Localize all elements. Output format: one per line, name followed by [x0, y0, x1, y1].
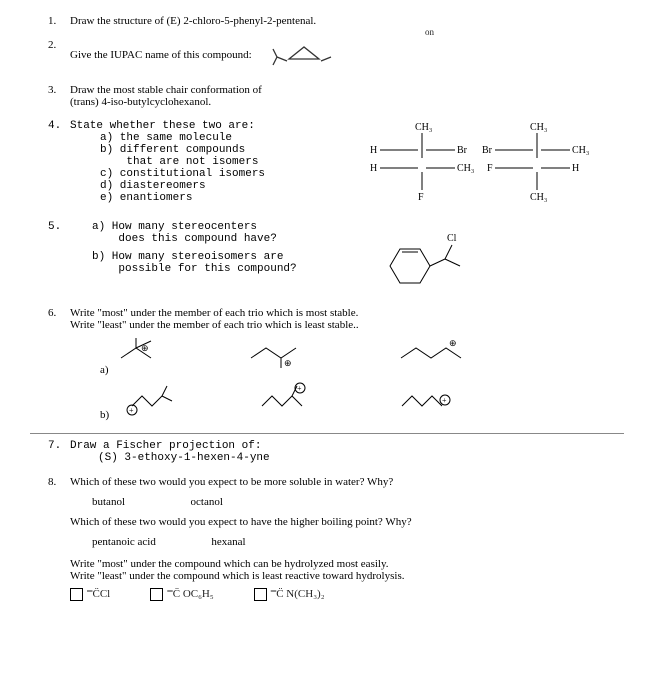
cyclopropane-sketch — [269, 39, 339, 69]
q3-text-a: Draw the most stable chair conformation … — [70, 84, 262, 96]
q8-compounds: ⎯C̈Cl ⎯C̈ OC₆H₅ ⎯C̈ N(CH₃)₂ — [70, 588, 624, 601]
compound-3: ⎯C̈ N(CH₃)₂ — [254, 588, 325, 601]
question-8: 8. Which of these two would you expect t… — [70, 476, 624, 601]
question-5: 5. a) How many stereocenters does this c… — [70, 221, 624, 295]
q8-line4: Write "least" under the compound which i… — [70, 570, 624, 582]
q7-number: 7. — [48, 440, 61, 452]
struct-ch3: CH₃ — [415, 122, 432, 133]
svg-text:+: + — [442, 396, 447, 405]
question-1: 1. Draw the structure of (E) 2-chloro-5-… — [70, 15, 624, 27]
worksheet-page: 1. Draw the structure of (E) 2-chloro-5-… — [0, 0, 664, 623]
q8-number: 8. — [48, 476, 56, 488]
q8-options-1: butanol octanol — [92, 496, 624, 508]
q4-structures: CH₃ H H Br CH₃ F CH₃ Br F CH₃ — [360, 120, 624, 209]
svg-text:F: F — [418, 192, 424, 203]
question-6: 6. Write "most" under the member of each… — [70, 307, 624, 421]
svg-text:Br: Br — [457, 145, 468, 156]
q4-number: 4. — [48, 120, 61, 132]
q5-cyclohexene-cl: Cl — [360, 221, 480, 291]
q8-line3: Write "most" under the compound which ca… — [70, 558, 624, 570]
q3-number: 3. — [48, 84, 56, 96]
q5-structure: Cl — [360, 221, 624, 295]
q5-b2: possible for this compound? — [92, 263, 360, 275]
q6-number: 6. — [48, 307, 56, 319]
q4-options: State whether these two are: a) the same… — [70, 120, 360, 209]
q4-opt-e: e) enantiomers — [100, 192, 360, 204]
divider — [30, 433, 624, 434]
q8-line2: Which of these two would you expect to h… — [70, 516, 624, 528]
svg-text:⊕: ⊕ — [141, 343, 149, 353]
svg-text:⊕: ⊕ — [284, 358, 292, 368]
svg-text:Cl: Cl — [447, 233, 457, 244]
svg-text:+: + — [297, 384, 302, 393]
question-3: 3. Draw the most stable chair conformati… — [70, 84, 624, 108]
svg-text:H: H — [370, 163, 377, 174]
q6-row-b: b) + + + — [100, 376, 624, 421]
q2-number: 2. — [48, 39, 56, 51]
q4-newman-projections: CH₃ H H Br CH₃ F CH₃ Br F CH₃ — [360, 120, 590, 205]
compound-2: ⎯C̈ OC₆H₅ — [150, 588, 213, 601]
q4-header: State whether these two are: — [70, 120, 360, 132]
q8-octanol: octanol — [191, 496, 223, 508]
q2-text: Give the IUPAC name of this compound: — [70, 49, 252, 61]
q6-a-label: a) — [100, 364, 109, 376]
q7-text-b: (S) 3-ethoxy-1-hexen-4-yne — [98, 452, 270, 464]
q4-opt-c: c) constitutional isomers — [100, 168, 360, 180]
q5-a2: does this compound have? — [92, 233, 360, 245]
q8-options-2: pentanoic acid hexanal — [92, 536, 624, 548]
svg-text:CH₃: CH₃ — [572, 145, 589, 156]
q1-annotation: on — [425, 27, 434, 37]
q6-line1: Write "most" under the member of each tr… — [70, 307, 358, 319]
q8-line1: Which of these two would you expect to b… — [70, 476, 393, 488]
svg-text:H: H — [370, 145, 377, 156]
q4-opt-b2: that are not isomers — [100, 156, 360, 168]
q3-text-b: (trans) 4-iso-butylcyclohexanol. — [70, 96, 211, 108]
svg-text:⊕: ⊕ — [449, 338, 457, 348]
q5-a: a) How many stereocenters — [92, 221, 360, 233]
q1-text: Draw the structure of (E) 2-chloro-5-phe… — [70, 15, 316, 27]
svg-text:CH₃: CH₃ — [457, 163, 474, 174]
q4-opt-b: b) different compounds — [100, 144, 360, 156]
q1-number: 1. — [48, 15, 56, 27]
q8-butanol: butanol — [92, 496, 125, 508]
q6-carbocations-a: ⊕ ⊕ ⊕ — [111, 333, 491, 373]
question-7: 7. Draw a Fischer projection of: (S) 3-e… — [70, 440, 624, 464]
q4-opt-d: d) diastereomers — [100, 180, 360, 192]
svg-text:Br: Br — [482, 145, 493, 156]
svg-text:F: F — [487, 163, 493, 174]
question-4: 4. State whether these two are: a) the s… — [70, 120, 624, 209]
q6-carbocations-b: + + + — [112, 376, 492, 418]
q8-pentanoic: pentanoic acid — [92, 536, 156, 548]
q6-row-a: a) ⊕ ⊕ ⊕ — [100, 333, 624, 376]
svg-text:+: + — [129, 406, 134, 415]
svg-text:CH₃: CH₃ — [530, 122, 547, 133]
q5-text: a) How many stereocenters does this comp… — [70, 221, 360, 295]
q2-structure — [269, 39, 339, 72]
q5-b: b) How many stereoisomers are — [92, 251, 360, 263]
question-2: 2. Give the IUPAC name of this compound: — [70, 39, 624, 72]
compound-1: ⎯C̈Cl — [70, 588, 110, 601]
q7-text-a: Draw a Fischer projection of: — [70, 440, 261, 452]
q6-b-label: b) — [100, 409, 109, 421]
q8-hexanal: hexanal — [211, 536, 245, 548]
svg-text:H: H — [572, 163, 579, 174]
q5-number: 5. — [48, 221, 61, 233]
svg-text:CH₃: CH₃ — [530, 192, 547, 203]
q4-opt-a: a) the same molecule — [100, 132, 360, 144]
q6-line2: Write "least" under the member of each t… — [70, 319, 359, 331]
